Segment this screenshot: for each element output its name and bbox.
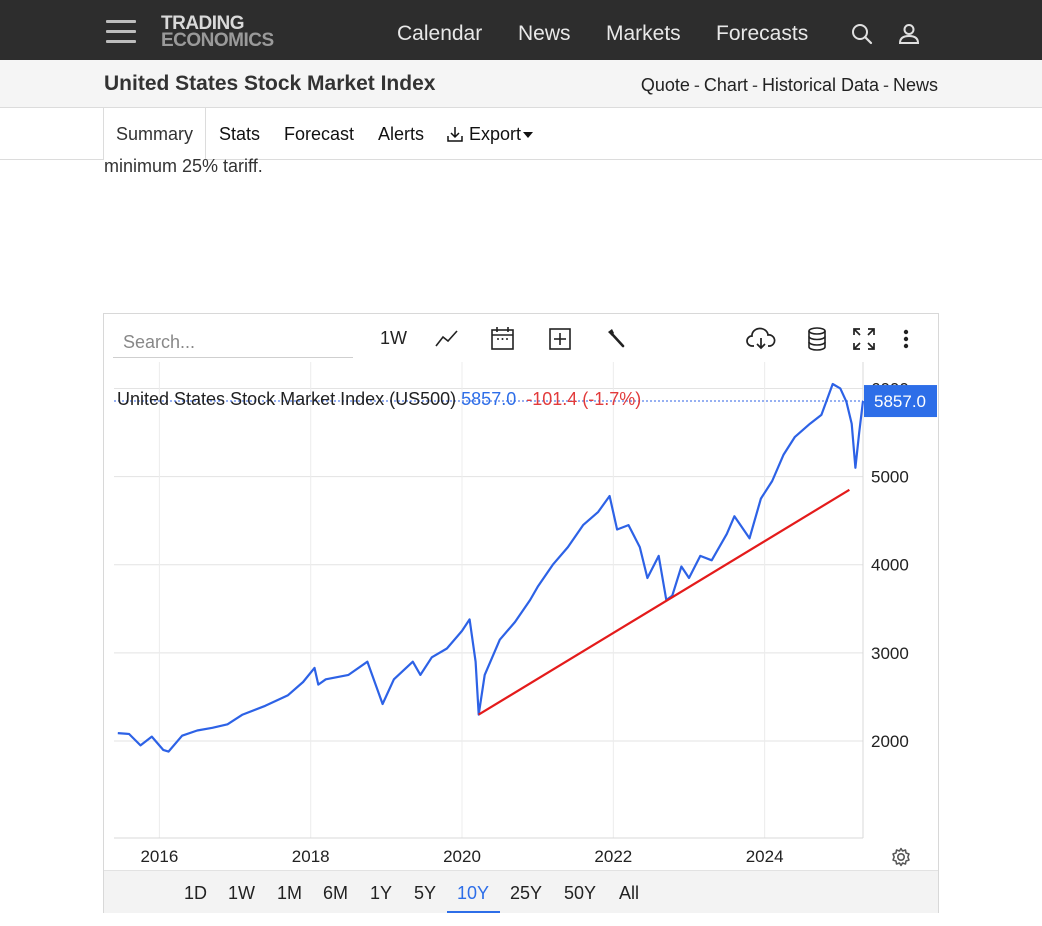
nav-calendar[interactable]: Calendar [397, 22, 483, 45]
link-news[interactable]: News [892, 75, 938, 95]
settings-icon[interactable] [892, 847, 910, 867]
range-1d[interactable]: 1D [184, 883, 208, 903]
chart-widget: 1W 2000 3000 4000 [103, 313, 939, 913]
fullscreen-icon[interactable] [851, 326, 877, 352]
x-tick-label: 2022 [594, 847, 632, 866]
range-all[interactable]: All [619, 883, 640, 903]
nav-news[interactable]: News [518, 22, 571, 45]
interval-button[interactable]: 1W [380, 328, 407, 348]
tab-stats[interactable]: Stats [219, 124, 261, 144]
x-tick-label: 2018 [292, 847, 330, 866]
link-chart[interactable]: Chart [703, 75, 748, 95]
y-axis: 2000 3000 4000 5000 6000 [871, 379, 909, 751]
menu-icon[interactable] [106, 20, 136, 44]
chevron-down-icon [523, 132, 534, 139]
tab-bar: Summary Stats Forecast Alerts Export [0, 108, 1042, 160]
range-1w[interactable]: 1W [228, 883, 255, 903]
nav-forecasts[interactable]: Forecasts [716, 22, 809, 45]
active-range-indicator [447, 911, 500, 913]
nav-markets[interactable]: Markets [606, 22, 681, 45]
separator: - [882, 75, 889, 95]
y-tick-label: 3000 [871, 644, 909, 663]
trend-line[interactable] [478, 488, 850, 716]
range-6m[interactable]: 6M [323, 883, 349, 903]
price-tag-box [864, 385, 937, 418]
legend-change: -101.4 (-1.7%) [526, 389, 641, 409]
x-tick-label: 2024 [746, 847, 784, 866]
y-tick-label: 5000 [871, 468, 909, 487]
tab-export[interactable]: Export [434, 108, 545, 160]
search-icon[interactable] [850, 22, 874, 46]
x-axis: 2016 2018 2020 2022 2024 [140, 847, 783, 866]
tab-summary[interactable]: Summary [103, 108, 207, 160]
header-links: Quote - Chart - Historical Data - News [641, 75, 938, 96]
body-text: minimum 25% tariff. [104, 156, 263, 176]
range-selector: 1D 1W 1M 6M 1Y 5Y 10Y 25Y 50Y All [104, 870, 938, 913]
logo-line1: TRADING [161, 13, 245, 34]
export-label: Export [469, 124, 522, 144]
download-icon [447, 127, 463, 142]
line-chart-icon[interactable] [434, 326, 460, 352]
title-bar: United States Stock Market Index Quote - C… [0, 60, 1042, 108]
logo[interactable]: TRADING ECONOMICS [161, 14, 274, 50]
legend-series-name: United States Stock Market Index (US500) [117, 389, 456, 409]
price-tag: 5857.0 [864, 385, 937, 418]
x-tick-label: 2016 [140, 847, 178, 866]
range-10y[interactable]: 10Y [457, 883, 490, 903]
top-nav: TRADING ECONOMICS Calendar News Markets … [0, 0, 1042, 60]
range-1m[interactable]: 1M [277, 883, 303, 903]
x-tick-label: 2020 [443, 847, 481, 866]
add-icon[interactable] [548, 326, 574, 352]
chart-grid [114, 362, 863, 838]
range-50y[interactable]: 50Y [564, 883, 597, 903]
price-series-line [117, 382, 865, 753]
more-icon[interactable] [898, 326, 914, 352]
tab-forecast[interactable]: Forecast [284, 124, 355, 144]
wrench-icon[interactable] [604, 326, 630, 352]
separator: - [751, 75, 758, 95]
database-icon[interactable] [806, 326, 828, 352]
link-quote[interactable]: Quote [640, 75, 690, 95]
chart-legend: United States Stock Market Index (US500)… [117, 389, 641, 409]
search-input[interactable] [113, 328, 353, 358]
page-title: United States Stock Market Index [104, 72, 436, 95]
download-cloud-icon[interactable] [746, 326, 776, 352]
calendar-icon[interactable] [490, 326, 516, 352]
range-1y[interactable]: 1Y [370, 883, 393, 903]
user-icon[interactable] [897, 22, 921, 46]
link-historical-data[interactable]: Historical Data [761, 75, 879, 95]
legend-value: 5857.0 [461, 389, 516, 409]
price-chart[interactable]: 2000 3000 4000 5000 6000 2016 2018 2020 … [104, 362, 938, 870]
y-tick-label: 4000 [871, 556, 909, 575]
tab-alerts[interactable]: Alerts [378, 124, 425, 144]
separator: - [693, 75, 700, 95]
y-tick-label: 2000 [871, 732, 909, 751]
price-tag-value: 5857.0 [874, 392, 926, 411]
range-25y[interactable]: 25Y [510, 883, 543, 903]
logo-line2: ECONOMICS [161, 30, 274, 51]
range-5y[interactable]: 5Y [414, 883, 437, 903]
